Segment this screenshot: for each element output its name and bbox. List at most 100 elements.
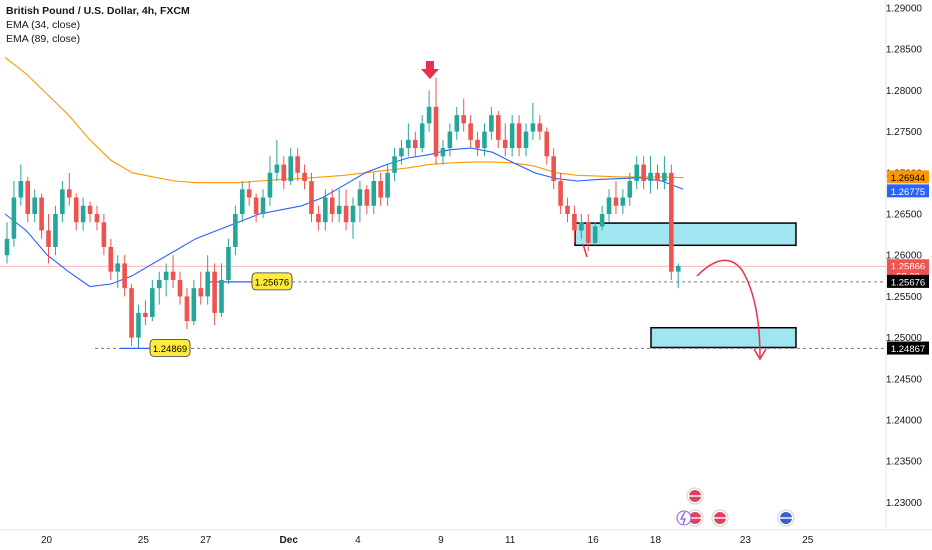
price-tag-text: 1.26775 xyxy=(891,187,925,198)
candle-body xyxy=(406,139,411,149)
y-tick-label: 1.29000 xyxy=(886,4,923,15)
candle-body xyxy=(239,189,245,214)
candle-body xyxy=(530,123,536,132)
candle-body xyxy=(378,181,383,198)
x-tick-label: 20 xyxy=(41,535,53,546)
candle-body xyxy=(447,131,453,149)
candle-body xyxy=(592,226,598,243)
candle-body xyxy=(4,238,10,256)
candle-body xyxy=(537,123,543,132)
candle-body xyxy=(454,115,460,132)
candle-body xyxy=(205,271,210,297)
candle-body xyxy=(184,296,190,322)
down-arrow-head xyxy=(421,69,439,79)
candle-body xyxy=(32,197,37,214)
candle-body xyxy=(662,172,667,182)
y-tick-label: 1.27500 xyxy=(886,127,923,138)
candle-body xyxy=(163,271,169,280)
level-label-text: 1.25676 xyxy=(255,277,289,288)
level-label-box xyxy=(149,338,191,357)
candle-body xyxy=(267,172,273,198)
y-tick-label: 1.24500 xyxy=(886,374,923,385)
candle-body xyxy=(316,214,321,223)
ema89-label: EMA (89, close) xyxy=(6,33,81,45)
candle-body xyxy=(233,214,238,247)
candle-body xyxy=(648,172,653,182)
candle-body xyxy=(198,288,204,297)
candle-body xyxy=(94,214,100,223)
x-tick-label: 25 xyxy=(138,535,150,546)
x-tick-label: 4 xyxy=(355,535,361,546)
candle-body xyxy=(392,156,397,173)
candle-body xyxy=(579,222,584,231)
projection-arrowhead xyxy=(753,348,767,361)
chart-legend: British Pound / U.S. Dollar, 4h, FXCM EM… xyxy=(6,4,190,46)
y-tick-label: 1.28000 xyxy=(886,86,923,97)
x-tick-label: Dec xyxy=(280,535,299,546)
candle-body xyxy=(18,181,24,198)
candle-body xyxy=(143,312,148,317)
candle-body xyxy=(496,115,501,140)
candle-body xyxy=(433,106,439,157)
down-arrow-stem xyxy=(426,61,434,69)
candle-body xyxy=(323,197,328,223)
x-tick-label: 16 xyxy=(588,535,600,546)
candle-body xyxy=(288,156,294,182)
level-label-box xyxy=(251,272,293,291)
candle-body xyxy=(475,139,480,149)
candle-body xyxy=(655,172,660,182)
candle-body xyxy=(509,123,515,149)
x-tick-label: 9 xyxy=(438,535,444,546)
candle-body xyxy=(80,205,86,223)
candle-body xyxy=(364,189,370,206)
x-tick-label: 25 xyxy=(802,535,814,546)
candle-body xyxy=(412,139,418,149)
candle-body xyxy=(108,246,114,272)
candle-body xyxy=(302,172,307,182)
ema34-label: EMA (34, close) xyxy=(6,19,81,31)
candle-body xyxy=(156,279,162,289)
y-tick-label: 1.23500 xyxy=(886,457,923,468)
candle-body xyxy=(350,205,356,223)
lower-zone xyxy=(650,326,797,349)
lightning-icon xyxy=(676,510,692,526)
candle-body xyxy=(669,172,674,272)
candle-body xyxy=(53,214,58,247)
projection-arrow xyxy=(696,259,761,358)
candle-body xyxy=(558,181,563,206)
candle-body xyxy=(357,189,363,206)
candle-body xyxy=(385,172,390,198)
candle-body xyxy=(309,181,314,214)
x-tick-label: 23 xyxy=(740,535,752,546)
small-arrow xyxy=(582,243,588,258)
candle-body xyxy=(489,115,494,132)
candle-body xyxy=(426,106,432,124)
candle-body xyxy=(482,131,487,149)
price-tag-box xyxy=(887,259,929,273)
x-tick-label: 11 xyxy=(505,535,516,546)
candle-body xyxy=(46,230,51,247)
y-tick-label: 1.25000 xyxy=(886,333,923,344)
level-label-text: 1.24869 xyxy=(153,344,187,355)
candle-body xyxy=(620,197,626,206)
candle-body xyxy=(468,123,473,140)
candle-body xyxy=(170,271,176,280)
y-tick-label: 1.26500 xyxy=(886,210,923,221)
y-tick-label: 1.25500 xyxy=(886,292,923,303)
candle-body xyxy=(191,288,197,322)
candle-body xyxy=(606,197,612,214)
price-tag-text: 1.26944 xyxy=(891,173,925,184)
price-tag-text: 1.25676 xyxy=(891,277,925,288)
candle-body xyxy=(136,312,141,338)
candle-body xyxy=(572,214,577,231)
price-tag-text: 1.24867 xyxy=(891,344,925,355)
candle-body xyxy=(129,288,134,338)
candle-body xyxy=(565,205,570,214)
candle-body xyxy=(329,197,335,214)
candle-body xyxy=(613,197,619,206)
candle-body xyxy=(260,197,266,214)
candle-body xyxy=(11,197,17,239)
lightning-bolt xyxy=(679,511,686,525)
